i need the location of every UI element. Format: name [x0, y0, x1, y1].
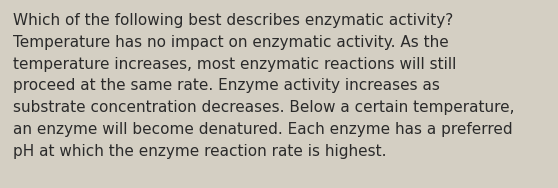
Text: Temperature has no impact on enzymatic activity. As the: Temperature has no impact on enzymatic a…	[13, 35, 449, 50]
Text: pH at which the enzyme reaction rate is highest.: pH at which the enzyme reaction rate is …	[13, 144, 387, 159]
Text: substrate concentration decreases. Below a certain temperature,: substrate concentration decreases. Below…	[13, 100, 514, 115]
Text: temperature increases, most enzymatic reactions will still: temperature increases, most enzymatic re…	[13, 57, 456, 72]
Text: proceed at the same rate. Enzyme activity increases as: proceed at the same rate. Enzyme activit…	[13, 78, 440, 93]
Text: an enzyme will become denatured. Each enzyme has a preferred: an enzyme will become denatured. Each en…	[13, 122, 513, 137]
Text: Which of the following best describes enzymatic activity?: Which of the following best describes en…	[13, 13, 453, 28]
